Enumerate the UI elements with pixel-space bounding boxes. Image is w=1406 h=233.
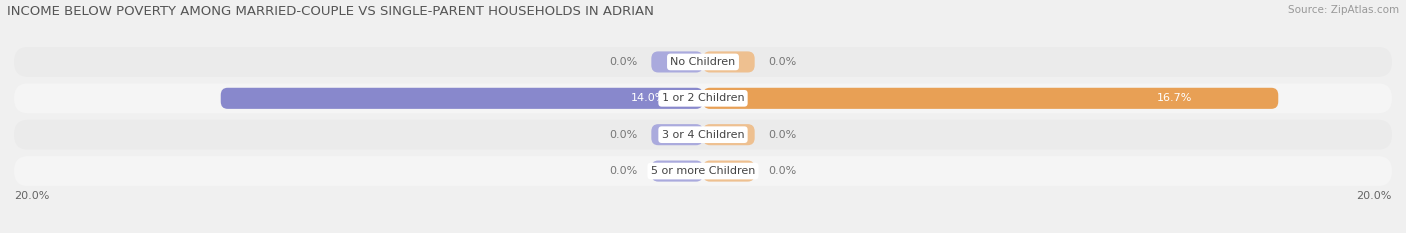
Text: 0.0%: 0.0% (609, 166, 637, 176)
FancyBboxPatch shape (703, 88, 1278, 109)
FancyBboxPatch shape (14, 47, 1392, 77)
Text: 5 or more Children: 5 or more Children (651, 166, 755, 176)
Text: 1 or 2 Children: 1 or 2 Children (662, 93, 744, 103)
FancyBboxPatch shape (14, 156, 1392, 186)
Text: 0.0%: 0.0% (769, 130, 797, 140)
FancyBboxPatch shape (703, 161, 755, 182)
Text: 20.0%: 20.0% (1357, 191, 1392, 201)
FancyBboxPatch shape (14, 83, 1392, 113)
FancyBboxPatch shape (703, 51, 755, 72)
FancyBboxPatch shape (221, 88, 703, 109)
Text: No Children: No Children (671, 57, 735, 67)
Text: 0.0%: 0.0% (769, 57, 797, 67)
Text: 14.0%: 14.0% (631, 93, 666, 103)
FancyBboxPatch shape (651, 124, 703, 145)
FancyBboxPatch shape (651, 161, 703, 182)
FancyBboxPatch shape (651, 51, 703, 72)
Text: 20.0%: 20.0% (14, 191, 49, 201)
Text: 0.0%: 0.0% (769, 166, 797, 176)
Text: 3 or 4 Children: 3 or 4 Children (662, 130, 744, 140)
Text: 0.0%: 0.0% (609, 130, 637, 140)
FancyBboxPatch shape (703, 124, 755, 145)
FancyBboxPatch shape (14, 120, 1392, 150)
Text: 16.7%: 16.7% (1157, 93, 1192, 103)
Text: INCOME BELOW POVERTY AMONG MARRIED-COUPLE VS SINGLE-PARENT HOUSEHOLDS IN ADRIAN: INCOME BELOW POVERTY AMONG MARRIED-COUPL… (7, 5, 654, 18)
Text: 0.0%: 0.0% (609, 57, 637, 67)
Text: Source: ZipAtlas.com: Source: ZipAtlas.com (1288, 5, 1399, 15)
